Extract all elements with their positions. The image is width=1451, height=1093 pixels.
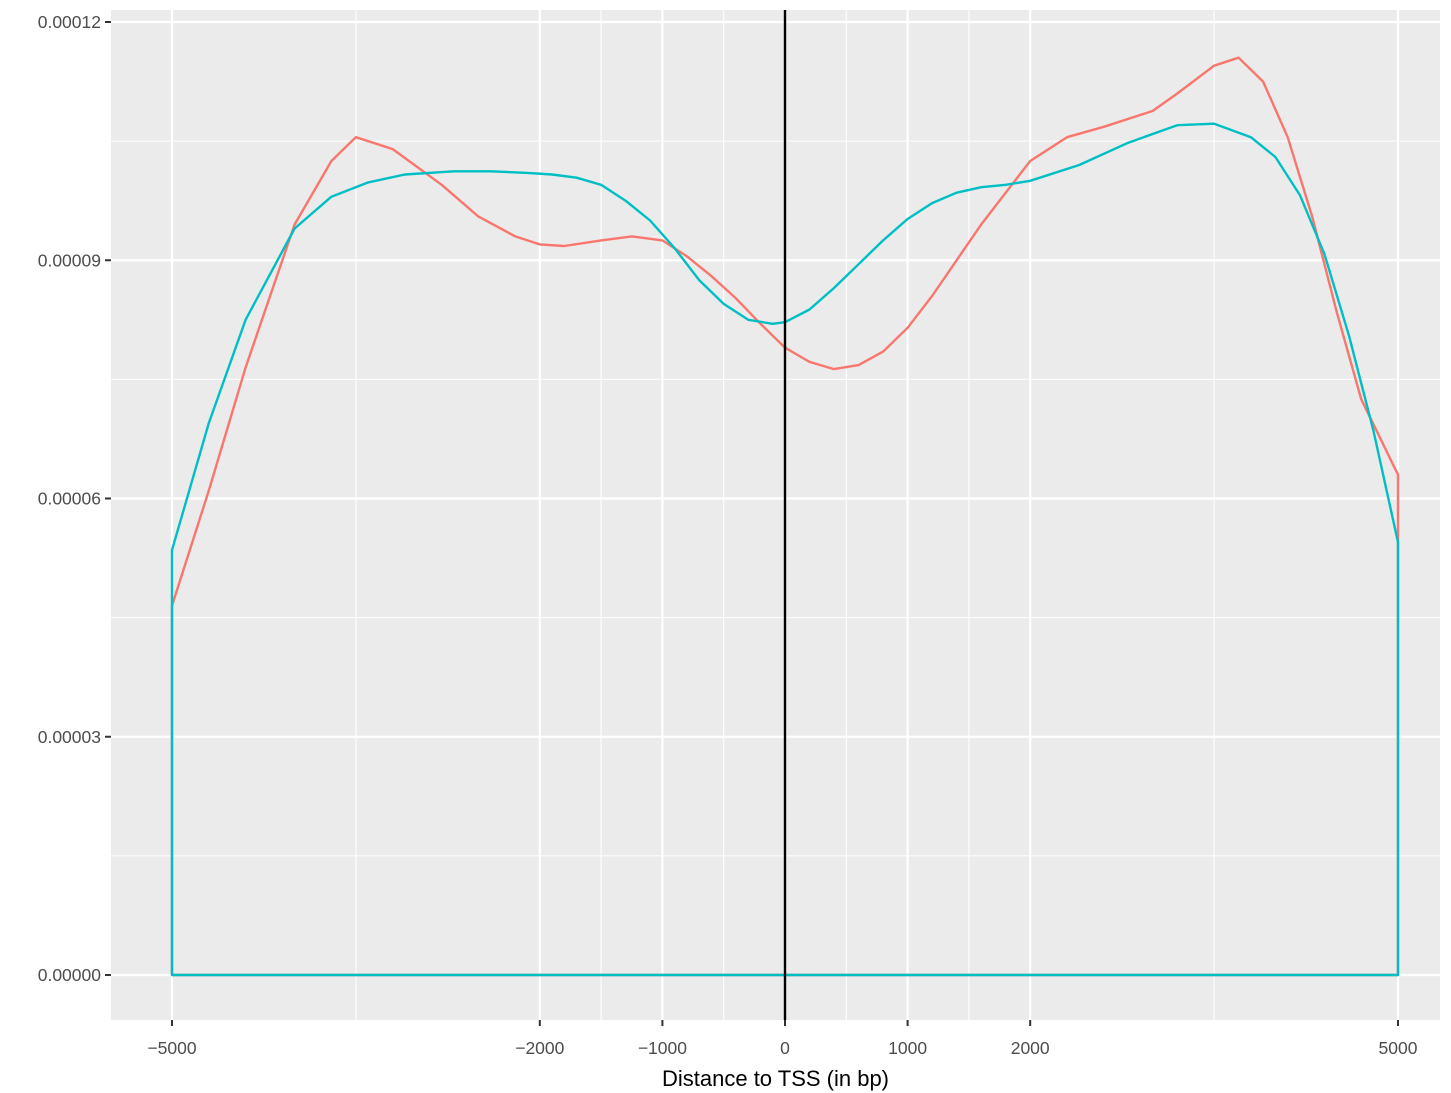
- y-axis: 0.00000 0.00003 0.00006 0.00009 0.00012: [38, 12, 111, 985]
- series-layer: [170, 56, 1400, 977]
- x-tick-label: 1000: [888, 1038, 927, 1058]
- y-tick-label: 0.00003: [38, 727, 101, 747]
- density-series-2: [170, 122, 1400, 977]
- x-tick-label: −1000: [638, 1038, 687, 1058]
- y-tick-label: 0.00000: [38, 965, 102, 985]
- minor-gridlines: [111, 10, 1440, 1020]
- x-axis: −5000 −2000 −1000 0 1000 2000 5000: [147, 1020, 1418, 1058]
- x-axis-title: Distance to TSS (in bp): [662, 1066, 889, 1091]
- y-tick-label: 0.00012: [38, 12, 101, 32]
- y-tick-label: 0.00006: [38, 489, 101, 509]
- x-tick-label: −2000: [515, 1038, 564, 1058]
- x-tick-label: 2000: [1011, 1038, 1050, 1058]
- x-tick-label: −5000: [147, 1038, 196, 1058]
- plot-panel: [111, 10, 1440, 1020]
- x-tick-label: 0: [780, 1038, 790, 1058]
- density-series-1: [170, 56, 1400, 977]
- x-tick-label: 5000: [1379, 1038, 1418, 1058]
- y-tick-label: 0.00009: [38, 250, 101, 270]
